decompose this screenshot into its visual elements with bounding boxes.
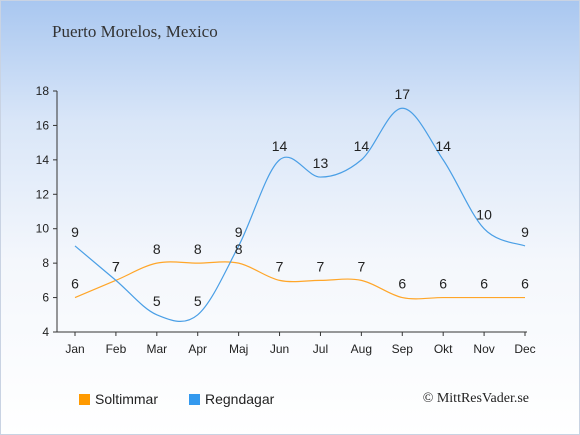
legend-item-soltimmar: Soltimmar (79, 391, 158, 407)
data-label-soltimmar: 7 (317, 258, 325, 274)
legend-label-soltimmar: Soltimmar (95, 391, 159, 407)
legend-swatch-regndagar (189, 394, 200, 405)
legend-swatch-soltimmar (79, 394, 90, 405)
y-tick-label: 18 (36, 84, 50, 98)
data-label-soltimmar: 6 (480, 276, 488, 292)
y-tick-label: 6 (42, 291, 49, 305)
x-tick-label: Aug (351, 342, 372, 356)
x-tick-label: Dec (514, 342, 535, 356)
data-label-soltimmar: 6 (521, 276, 529, 292)
data-label-regndagar: 9 (71, 224, 79, 240)
data-label-regndagar: 9 (235, 224, 243, 240)
y-tick-label: 12 (36, 187, 50, 201)
data-label-soltimmar: 6 (398, 276, 406, 292)
data-label-soltimmar: 7 (276, 258, 284, 274)
data-label-soltimmar: 8 (235, 241, 243, 257)
legend-label-regndagar: Regndagar (205, 391, 275, 407)
data-label-soltimmar: 7 (112, 258, 120, 274)
data-label-regndagar: 14 (272, 138, 288, 154)
series-line-regndagar (74, 107, 526, 322)
x-tick-label: Jan (65, 342, 84, 356)
chart-title: Puerto Morelos, Mexico (52, 22, 218, 41)
y-tick-label: 4 (42, 325, 49, 339)
legend-item-regndagar: Regndagar (189, 391, 274, 407)
x-tick-label: Jun (270, 342, 289, 356)
x-tick-label: Sep (392, 342, 414, 356)
y-tick-label: 10 (36, 222, 50, 236)
data-label-soltimmar: 6 (71, 276, 79, 292)
series-line-soltimmar (74, 261, 525, 300)
data-label-soltimmar: 8 (153, 241, 161, 257)
data-label-regndagar: 17 (394, 86, 410, 102)
y-tick-label: 16 (36, 118, 50, 132)
data-label-soltimmar: 8 (194, 241, 202, 257)
data-label-regndagar: 14 (435, 138, 451, 154)
credit-text: © MittResVader.se (422, 391, 529, 406)
data-label-regndagar: 5 (153, 293, 161, 309)
x-tick-label: Maj (229, 342, 248, 356)
data-label-soltimmar: 7 (357, 258, 365, 274)
data-label-regndagar: 7 (112, 258, 120, 274)
data-label-regndagar: 9 (521, 224, 529, 240)
x-tick-label: Okt (434, 342, 453, 356)
x-tick-label: Nov (473, 342, 494, 356)
data-label-regndagar: 5 (194, 293, 202, 309)
data-label-regndagar: 10 (476, 207, 492, 223)
y-tick-label: 14 (36, 153, 50, 167)
x-tick-label: Mar (146, 342, 167, 356)
y-tick-label: 8 (42, 256, 49, 270)
data-label-regndagar: 14 (354, 138, 370, 154)
data-label-regndagar: 13 (313, 155, 329, 171)
x-tick-label: Apr (188, 342, 207, 356)
x-tick-label: Feb (106, 342, 127, 356)
x-tick-label: Jul (313, 342, 328, 356)
data-label-soltimmar: 6 (439, 276, 447, 292)
